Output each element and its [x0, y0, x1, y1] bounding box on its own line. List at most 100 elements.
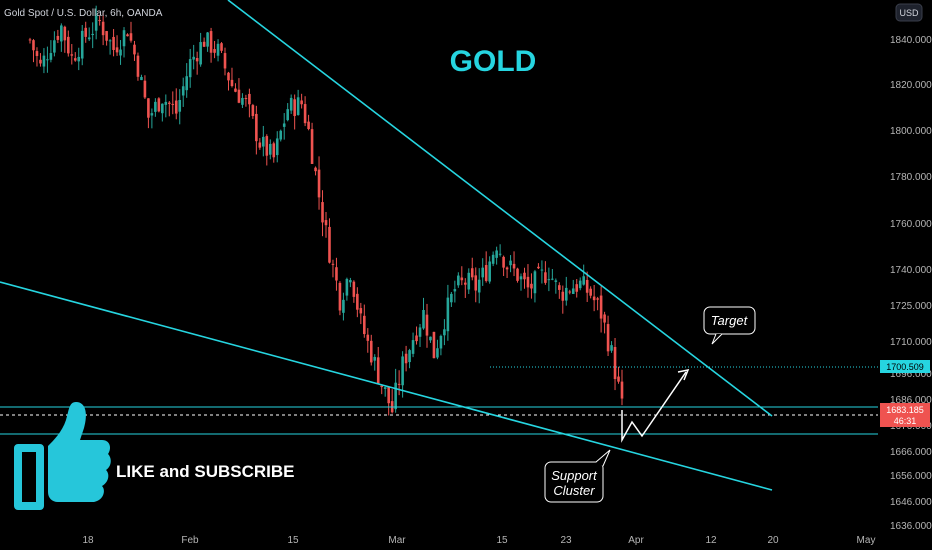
candle-body: [547, 279, 551, 281]
candle-body: [303, 104, 307, 124]
candle-body: [446, 297, 450, 332]
candle-body: [49, 53, 53, 60]
time-tick-label: 15: [496, 535, 508, 546]
candle-body: [150, 113, 154, 116]
candle-body: [519, 276, 523, 280]
candle-body: [380, 385, 384, 388]
price-tick-label: 1800.000: [890, 126, 932, 137]
time-tick-label: Feb: [181, 535, 199, 546]
candle-body: [126, 34, 129, 37]
candle-body: [617, 376, 620, 382]
candle-body: [108, 40, 112, 42]
candles-layer: [28, 5, 624, 416]
price-tick-label: 1740.000: [890, 265, 932, 276]
price-tick-label: 1686.000: [890, 395, 932, 406]
candle-body: [404, 353, 408, 364]
candle-body: [342, 299, 345, 313]
time-tick-label: 18: [82, 535, 94, 546]
candle-body: [84, 27, 88, 37]
time-axis[interactable]: 18 Feb 15 Mar 15 23 Apr 12 20 May: [82, 535, 875, 546]
symbol-title: Gold Spot / U.S. Dollar, 6h, OANDA: [4, 8, 163, 19]
price-tick-label: 1710.000: [890, 337, 932, 348]
candle-body: [568, 291, 572, 293]
candle-body: [202, 41, 206, 47]
candle-body: [554, 280, 558, 282]
support-callout: Support Cluster: [544, 449, 611, 503]
candle-body: [366, 334, 370, 341]
like-subscribe-text: LIKE and SUBSCRIBE: [116, 462, 295, 481]
candle-body: [112, 36, 115, 50]
candle-body: [101, 21, 105, 36]
candle-body: [314, 167, 317, 172]
candle-body: [188, 59, 192, 78]
candle-body: [335, 267, 338, 281]
candle-body: [544, 272, 547, 283]
trendlines-layer: [0, 0, 773, 491]
candle-body: [147, 98, 150, 118]
candle-body: [509, 260, 512, 266]
candle-body: [46, 59, 49, 61]
thumbs-up-icon[interactable]: [14, 402, 111, 510]
candle-body: [262, 136, 265, 147]
lower-trendline: [0, 281, 773, 491]
candle-body: [359, 308, 363, 314]
candle-body: [154, 101, 157, 112]
candle-body: [279, 130, 283, 140]
candle-body: [77, 56, 81, 62]
candle-body: [310, 129, 314, 164]
candle-body: [394, 382, 397, 410]
candle-body: [422, 309, 425, 329]
candle-body: [502, 256, 505, 268]
candle-body: [599, 295, 603, 319]
candle-body: [571, 288, 575, 294]
candle-body: [495, 250, 498, 258]
support-label-line2: Cluster: [553, 483, 595, 498]
time-tick-label: Mar: [388, 535, 406, 546]
candle-body: [227, 72, 230, 81]
candle-body: [122, 30, 126, 47]
candle-body: [491, 254, 495, 264]
candle-body: [251, 105, 255, 116]
candle-body: [39, 59, 42, 64]
candle-body: [105, 31, 108, 41]
candle-body: [115, 47, 119, 53]
candle-body: [178, 100, 182, 112]
candle-body: [498, 253, 502, 255]
candle-body: [620, 381, 624, 399]
candle-body: [356, 293, 359, 310]
candle-body: [488, 261, 491, 282]
candle-body: [317, 169, 321, 198]
candle-body: [331, 263, 335, 265]
candle-body: [582, 276, 585, 285]
currency-button[interactable]: USD: [899, 8, 919, 18]
support-label-line1: Support: [551, 468, 598, 483]
candle-body: [53, 40, 56, 53]
candle-body: [244, 98, 248, 100]
candle-body: [230, 79, 234, 87]
currency-button-bg[interactable]: [895, 3, 923, 22]
price-tick-label: 1666.000: [890, 447, 932, 458]
candle-body: [94, 15, 98, 31]
candle-body: [70, 54, 74, 56]
candle-body: [129, 33, 133, 41]
candle-body: [248, 93, 251, 105]
candle-body: [195, 58, 199, 62]
candle-body: [432, 331, 436, 359]
candle-body: [338, 282, 342, 311]
candle-body: [220, 43, 223, 51]
candle-body: [512, 263, 516, 269]
candle-body: [136, 55, 140, 77]
candle-body: [213, 49, 216, 53]
candle-body: [540, 269, 544, 271]
time-tick-label: Apr: [628, 535, 644, 546]
headline-gold: GOLD: [450, 45, 537, 78]
price-tick-label: 1780.000: [890, 172, 932, 183]
time-tick-label: 23: [560, 535, 572, 546]
candle-body: [477, 279, 481, 293]
candle-body: [575, 284, 579, 292]
candle-body: [474, 275, 478, 291]
candle-body: [369, 340, 373, 363]
candle-body: [192, 56, 195, 60]
